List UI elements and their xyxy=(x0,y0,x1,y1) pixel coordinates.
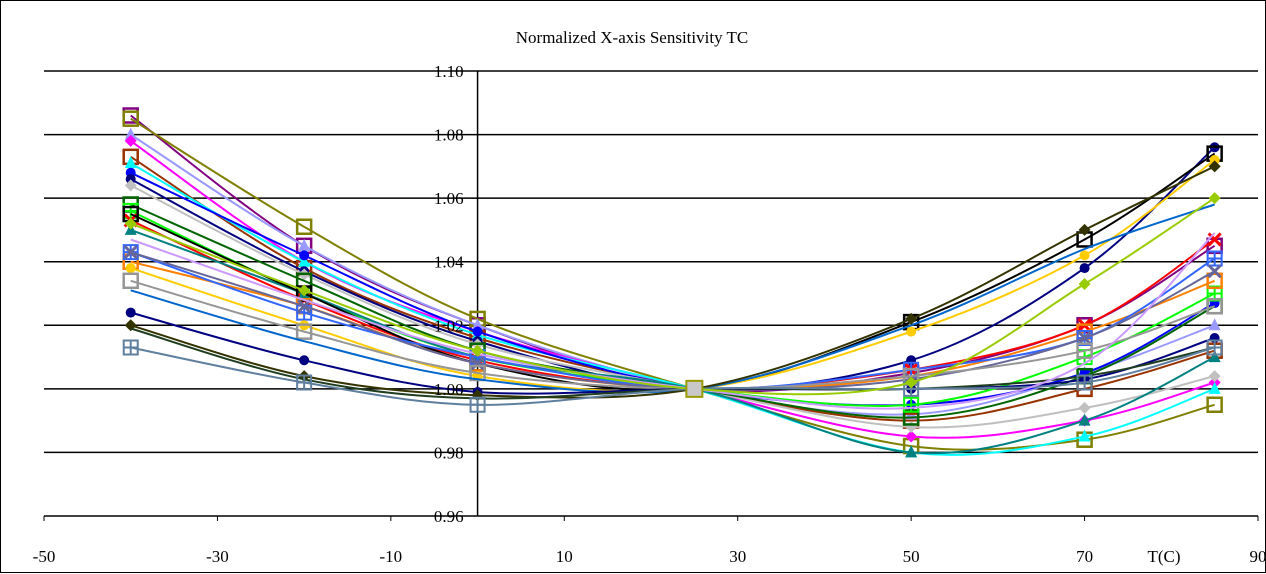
series-2 xyxy=(124,112,1222,453)
series-line xyxy=(131,166,1215,397)
y-tick-label: 1.06 xyxy=(434,189,464,208)
y-tick-label: 1.04 xyxy=(434,253,464,272)
series-line xyxy=(131,116,1215,392)
data-point xyxy=(905,421,917,433)
x-tick-label: 90 xyxy=(1250,547,1266,566)
data-point xyxy=(126,263,136,273)
x-tick-label: 70 xyxy=(1076,547,1093,566)
axes xyxy=(44,71,1258,521)
series-line xyxy=(131,205,1215,393)
series-22 xyxy=(125,160,1221,401)
data-point xyxy=(1080,250,1090,260)
data-point xyxy=(1080,263,1090,273)
reference-point-marker xyxy=(686,381,702,397)
data-point xyxy=(298,239,310,251)
data-point xyxy=(1209,318,1221,330)
y-tick-label: 1.00 xyxy=(434,380,464,399)
tick-labels: 0.96 0.98 1.00 1.02 1.04 1.06 1.08 1.10 -50 -30 -1… xyxy=(33,62,1266,566)
data-point xyxy=(1079,278,1091,290)
chart-title: Normalized X-axis Sensitivity TC xyxy=(516,28,748,47)
x-tick-label: 30 xyxy=(729,547,746,566)
data-point xyxy=(473,327,483,337)
data-point xyxy=(124,341,138,355)
data-point xyxy=(1079,224,1091,236)
x-tick-label: -30 xyxy=(206,547,229,566)
y-tick-label: 1.08 xyxy=(434,126,464,145)
data-point xyxy=(125,156,137,168)
x-tick-label: -50 xyxy=(33,547,56,566)
data-point xyxy=(471,398,485,412)
data-point xyxy=(1209,370,1221,382)
series-line xyxy=(131,119,1215,450)
data-point xyxy=(299,250,309,260)
data-point xyxy=(1209,192,1221,204)
series-group xyxy=(124,109,1222,458)
data-point xyxy=(906,327,916,337)
y-tick-label: 0.96 xyxy=(434,507,464,526)
y-tick-label: 1.10 xyxy=(434,62,464,81)
data-point xyxy=(299,355,309,365)
y-tick-label: 1.02 xyxy=(434,316,464,335)
series-20 xyxy=(131,205,1215,393)
series-line xyxy=(131,135,1215,415)
data-point xyxy=(1208,398,1222,412)
data-point xyxy=(1079,402,1091,414)
x-tick-label: 50 xyxy=(903,547,920,566)
x-tick-label: -10 xyxy=(380,547,403,566)
x-axis-label: T(C) xyxy=(1147,547,1180,566)
y-tick-label: 0.98 xyxy=(434,443,464,462)
data-point xyxy=(126,308,136,318)
data-point xyxy=(125,218,137,230)
x-tick-label: 10 xyxy=(556,547,573,566)
data-point xyxy=(1209,265,1221,277)
